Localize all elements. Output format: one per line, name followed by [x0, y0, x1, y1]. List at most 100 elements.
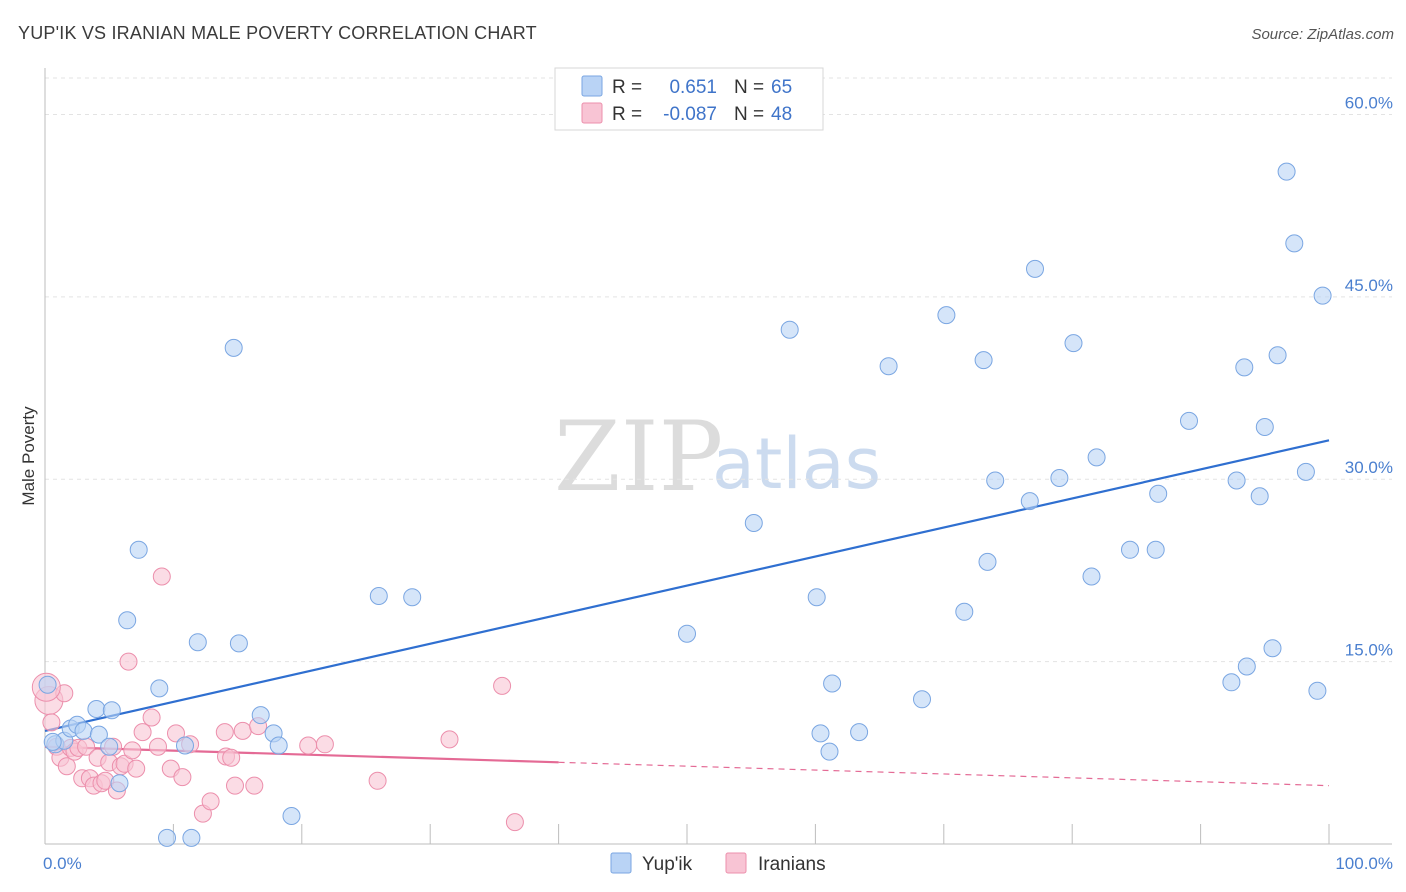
- point-yupik: [1180, 411, 1198, 430]
- legend-r-label-iranians: R =: [612, 104, 642, 125]
- point-yupik: [1277, 162, 1296, 181]
- point-yupik: [1263, 639, 1282, 658]
- point-yupik: [1222, 673, 1241, 692]
- point-yupik: [1296, 462, 1315, 481]
- legend-n-label-yupik: N =: [734, 77, 764, 98]
- point-yupik: [89, 725, 108, 744]
- watermark: ZIP atlas: [554, 401, 881, 513]
- point-iranian: [133, 723, 152, 742]
- point-yupik: [74, 721, 93, 740]
- point-yupik: [1235, 358, 1254, 377]
- y-axis-label: Male Poverty: [19, 406, 38, 506]
- point-yupik: [1308, 681, 1327, 700]
- point-iranian: [440, 730, 459, 749]
- point-yupik: [807, 588, 826, 607]
- top-legend: R = 0.651 N = 65 R = -0.087 N = 48: [554, 67, 824, 131]
- point-yupik: [118, 611, 137, 630]
- point-iranian: [299, 736, 318, 755]
- point-yupik: [986, 471, 1005, 490]
- point-iranian: [368, 771, 387, 790]
- point-yupik: [678, 624, 696, 643]
- legend-r-label-yupik: R =: [612, 77, 642, 98]
- point-yupik: [87, 700, 106, 718]
- point-yupik: [744, 514, 763, 532]
- y-tick-label: 60.0%: [1345, 93, 1393, 112]
- point-iranian: [245, 776, 264, 795]
- point-yupik: [974, 351, 993, 370]
- trend-line-yupik: [44, 439, 1330, 732]
- chart-title: YUP'IK VS IRANIAN MALE POVERTY CORRELATI…: [18, 23, 537, 43]
- point-yupik: [369, 587, 388, 605]
- point-iranian: [222, 748, 241, 767]
- point-yupik: [1146, 540, 1165, 559]
- y-tick-label: 45.0%: [1345, 276, 1393, 295]
- point-yupik: [879, 357, 898, 376]
- point-yupik: [129, 540, 148, 559]
- point-yupik: [1087, 448, 1106, 467]
- point-yupik: [823, 674, 842, 693]
- legend-n-value-yupik: 65: [771, 77, 792, 98]
- x-tick-label: 100.0%: [1335, 854, 1393, 873]
- point-yupik: [110, 774, 129, 793]
- point-yupik: [1026, 259, 1044, 278]
- bottom-legend-swatch-yupik: [610, 852, 632, 874]
- axes: [44, 68, 1392, 845]
- gridlines: [45, 77, 1392, 663]
- point-iranian: [142, 708, 161, 727]
- point-iranian: [167, 724, 185, 743]
- point-yupik: [937, 306, 956, 325]
- point-yupik: [1250, 487, 1269, 506]
- point-yupik: [913, 690, 931, 709]
- point-iranian: [123, 741, 142, 760]
- point-yupik: [102, 701, 121, 720]
- point-iranian: [127, 759, 146, 778]
- point-iranian: [215, 723, 234, 742]
- bottom-legend-label-iranians: Iranians: [758, 854, 826, 875]
- point-iranian: [505, 813, 524, 832]
- trend-line-iranian-dashed: [558, 761, 1330, 787]
- point-yupik: [780, 320, 799, 339]
- point-iranian: [233, 721, 252, 740]
- legend-r-value-yupik: 0.651: [669, 77, 717, 98]
- point-iranian: [119, 652, 138, 671]
- point-iranian: [493, 676, 512, 695]
- point-yupik: [224, 338, 243, 357]
- point-iranian: [42, 713, 61, 732]
- point-iranian: [226, 776, 244, 795]
- point-yupik: [158, 828, 176, 847]
- point-yupik: [1149, 484, 1168, 503]
- point-yupik: [1227, 471, 1246, 490]
- point-yupik: [269, 736, 288, 755]
- point-yupik: [978, 552, 997, 571]
- point-iranian: [315, 735, 334, 754]
- point-yupik: [850, 723, 869, 742]
- legend-swatch-iranians: [581, 102, 603, 124]
- point-yupik: [1285, 234, 1304, 253]
- point-yupik: [1313, 286, 1332, 305]
- x-tick-label: 0.0%: [43, 854, 82, 873]
- legend-n-label-iranians: N =: [734, 104, 764, 125]
- point-yupik: [1121, 540, 1139, 559]
- y-tick-label: 30.0%: [1345, 458, 1393, 477]
- point-yupik: [1064, 334, 1083, 353]
- point-yupik: [820, 742, 839, 761]
- legend-r-value-iranians: -0.087: [663, 104, 717, 125]
- point-yupik: [229, 634, 248, 653]
- point-yupik: [251, 706, 270, 725]
- point-yupik: [100, 737, 119, 756]
- point-yupik: [176, 736, 194, 755]
- point-yupik: [188, 633, 207, 652]
- point-yupik: [1268, 346, 1287, 365]
- tick-labels: 15.0% 30.0% 45.0% 60.0% 0.0% 100.0%: [43, 93, 1393, 873]
- watermark-zip: ZIP: [554, 401, 723, 513]
- point-yupik: [955, 602, 974, 621]
- bottom-legend: Yup'ik Iranians: [610, 852, 826, 875]
- watermark-atlas: atlas: [712, 423, 881, 505]
- point-yupik: [1255, 418, 1274, 436]
- point-yupik: [1050, 469, 1069, 487]
- point-iranian: [201, 792, 220, 811]
- point-yupik: [182, 828, 201, 847]
- point-iranian: [152, 567, 171, 586]
- legend-swatch-yupik: [581, 75, 603, 97]
- bottom-legend-label-yupik: Yup'ik: [642, 854, 693, 875]
